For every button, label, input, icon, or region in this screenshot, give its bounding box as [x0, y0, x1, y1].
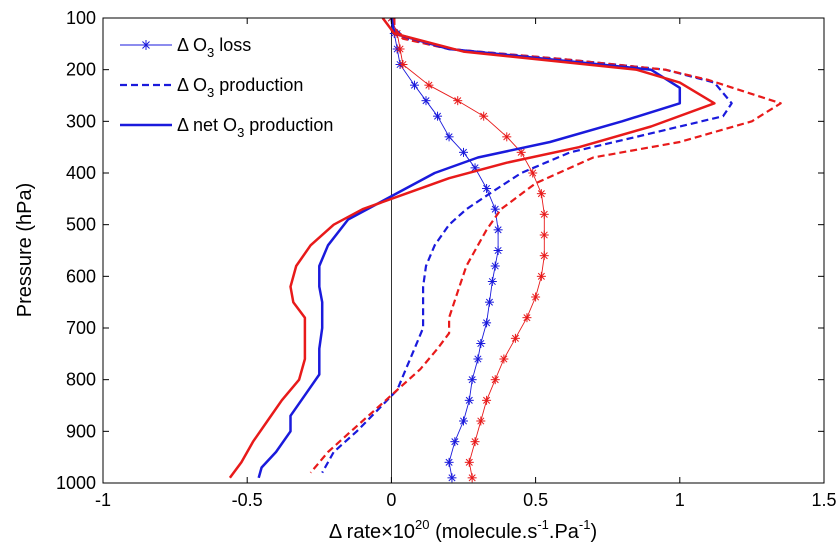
star-marker [522, 313, 532, 323]
star-marker [141, 40, 151, 50]
star-marker [482, 318, 492, 328]
star-marker [467, 375, 477, 385]
y-tick-label: 700 [66, 318, 96, 338]
y-tick-label: 500 [66, 215, 96, 235]
legend-entry-1: Δ O3 production [120, 75, 303, 100]
star-marker [398, 60, 408, 69]
star-marker [433, 111, 443, 121]
y-tick-label: 200 [66, 60, 96, 80]
star-marker [493, 225, 503, 235]
x-tick-label: -1 [95, 490, 111, 510]
star-marker [510, 333, 520, 343]
tick-labels: -1 -0.5 0 0.5 1 1.5 100 200 300 400 500 600 700 800 90… [56, 8, 837, 510]
x-tick-label: 0 [386, 490, 396, 510]
star-marker [484, 297, 494, 307]
star-marker [453, 96, 463, 106]
series-line [309, 18, 782, 474]
y-tick-label: 100 [66, 8, 96, 28]
star-marker [482, 184, 492, 193]
star-marker [421, 96, 431, 106]
star-marker [459, 416, 468, 426]
y-tick-label: 600 [66, 266, 96, 286]
star-marker [467, 473, 477, 483]
star-marker [499, 354, 509, 364]
series-layer [228, 18, 782, 483]
star-marker [490, 261, 500, 271]
x-tick-label: -0.5 [232, 490, 263, 510]
star-marker [531, 292, 541, 302]
series-line [228, 18, 716, 479]
star-marker [493, 246, 503, 255]
star-marker [487, 277, 497, 286]
star-marker [479, 111, 489, 121]
star-marker [490, 204, 500, 214]
star-marker [502, 132, 512, 142]
star-marker [470, 437, 480, 447]
star-marker [424, 80, 434, 90]
x-axis-label: Δ rate×1020 (molecule.s-1.Pa-1) [329, 517, 597, 543]
legend-label: Δ O3 production [177, 75, 303, 100]
series-5-red-solid [228, 18, 716, 479]
star-marker [447, 473, 457, 483]
y-tick-label: 300 [66, 111, 96, 131]
star-marker [464, 395, 474, 405]
star-marker [476, 416, 486, 426]
star-marker [464, 457, 474, 467]
legend-entry-0: Δ O3 loss [120, 35, 251, 60]
series-3-red-dashed [309, 18, 782, 474]
star-marker [490, 375, 500, 385]
star-marker [539, 209, 549, 219]
y-tick-label: 800 [66, 370, 96, 390]
star-marker [536, 271, 546, 281]
star-marker [476, 339, 486, 348]
star-marker [450, 437, 460, 447]
star-marker [528, 168, 538, 178]
legend-label: Δ O3 loss [177, 35, 251, 60]
plot-frame [102, 17, 825, 484]
star-marker [409, 80, 419, 90]
x-tick-label: 1.5 [811, 490, 836, 510]
star-marker [459, 147, 468, 157]
x-tick-label: 1 [675, 490, 685, 510]
series-line [257, 18, 682, 479]
y-tick-label: 1000 [56, 473, 96, 493]
star-marker [539, 251, 549, 261]
star-marker [536, 189, 546, 199]
y-tick-label: 900 [66, 421, 96, 441]
star-marker [482, 395, 492, 405]
x-tick-label: 0.5 [523, 490, 548, 510]
series-4-blue-solid [257, 18, 682, 479]
legend-entry-2: Δ net O3 production [120, 115, 333, 140]
star-marker [473, 354, 483, 364]
y-tick-label: 400 [66, 163, 96, 183]
y-axis-label: Pressure (hPa) [14, 183, 36, 318]
star-marker [444, 132, 454, 142]
series-1-red-marker-star [386, 18, 549, 483]
legend: Δ O3 loss Δ O3 production Δ net O3 product… [120, 35, 333, 140]
legend-label: Δ net O3 production [177, 115, 333, 140]
star-marker [539, 230, 549, 240]
star-marker [444, 457, 454, 467]
star-marker [395, 44, 405, 54]
plot-area [103, 18, 824, 483]
